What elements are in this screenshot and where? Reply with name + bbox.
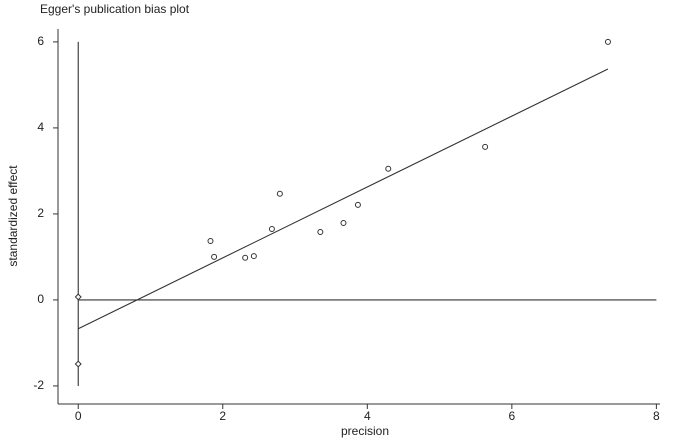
x-tick-label: 0 xyxy=(75,409,82,423)
y-tick-label: 2 xyxy=(37,206,44,220)
point xyxy=(385,165,392,172)
y-tick-label: 4 xyxy=(37,120,44,134)
fit-line xyxy=(77,68,609,330)
y-tick-label: 0 xyxy=(37,292,44,306)
point xyxy=(250,253,257,260)
point xyxy=(268,225,275,232)
x-axis-label: precision xyxy=(341,424,389,438)
point xyxy=(340,219,347,226)
chart-title: Egger's publication bias plot xyxy=(40,2,190,16)
point xyxy=(604,38,611,45)
point xyxy=(317,228,324,235)
intercept-point xyxy=(74,293,82,301)
y-tick-label: 6 xyxy=(37,34,44,48)
intercept-point xyxy=(74,360,82,368)
point xyxy=(242,254,249,261)
point xyxy=(354,201,361,208)
point xyxy=(211,253,218,260)
x-tick-label: 6 xyxy=(509,409,516,423)
point xyxy=(207,238,214,245)
x-tick-label: 4 xyxy=(364,409,371,423)
x-tick-label: 2 xyxy=(219,409,226,423)
x-tick-label: 8 xyxy=(653,409,660,423)
y-tick-label: -2 xyxy=(33,378,44,392)
y-axis-label: standardized effect xyxy=(6,165,20,267)
point xyxy=(276,190,283,197)
point xyxy=(482,143,489,150)
